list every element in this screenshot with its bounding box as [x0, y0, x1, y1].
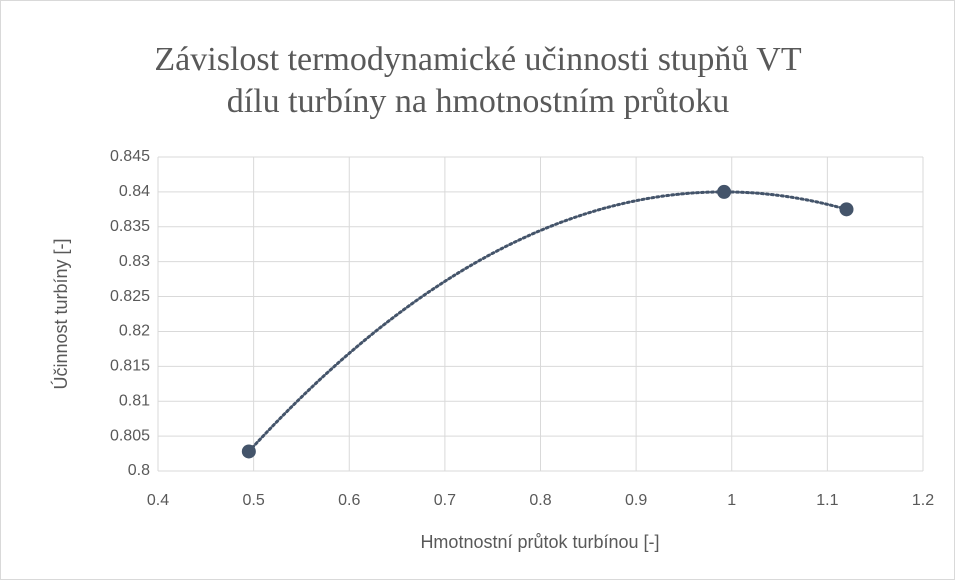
- y-tick-label: 0.815: [110, 358, 150, 375]
- x-tick-label: 1.2: [912, 492, 934, 509]
- y-tick-label: 0.84: [119, 183, 150, 200]
- x-tick-label: 1.1: [816, 492, 838, 509]
- y-tick-label: 0.845: [110, 148, 150, 165]
- x-tick-label: 0.5: [243, 492, 265, 509]
- x-axis-title: Hmotnostní průtok turbínou [-]: [420, 532, 659, 552]
- trendline: [247, 190, 848, 453]
- y-tick-label: 0.82: [119, 323, 150, 340]
- y-tick-label: 0.825: [110, 288, 150, 305]
- y-tick-label: 0.81: [119, 392, 150, 409]
- x-tick-label: 0.8: [529, 492, 551, 509]
- y-tick-label: 0.835: [110, 218, 150, 235]
- y-tick-label: 0.805: [110, 427, 150, 444]
- chart-title: dílu turbíny na hmotnostním průtoku: [227, 83, 729, 120]
- x-tick-label: 0.7: [434, 492, 456, 509]
- y-tick-label: 0.83: [119, 253, 150, 270]
- point: [717, 184, 732, 199]
- x-tick-label: 0.4: [147, 492, 169, 509]
- y-axis-title: Účinnost turbíny [-]: [50, 238, 71, 389]
- point: [839, 202, 854, 217]
- x-tick-label: 0.9: [625, 492, 647, 509]
- x-tick-label: 0.6: [338, 492, 360, 509]
- chart-title: Závislost termodynamické učinnosti stupň…: [154, 41, 801, 78]
- y-tick-label: 0.8: [128, 462, 150, 479]
- point: [241, 444, 256, 459]
- x-tick-label: 1: [727, 492, 736, 509]
